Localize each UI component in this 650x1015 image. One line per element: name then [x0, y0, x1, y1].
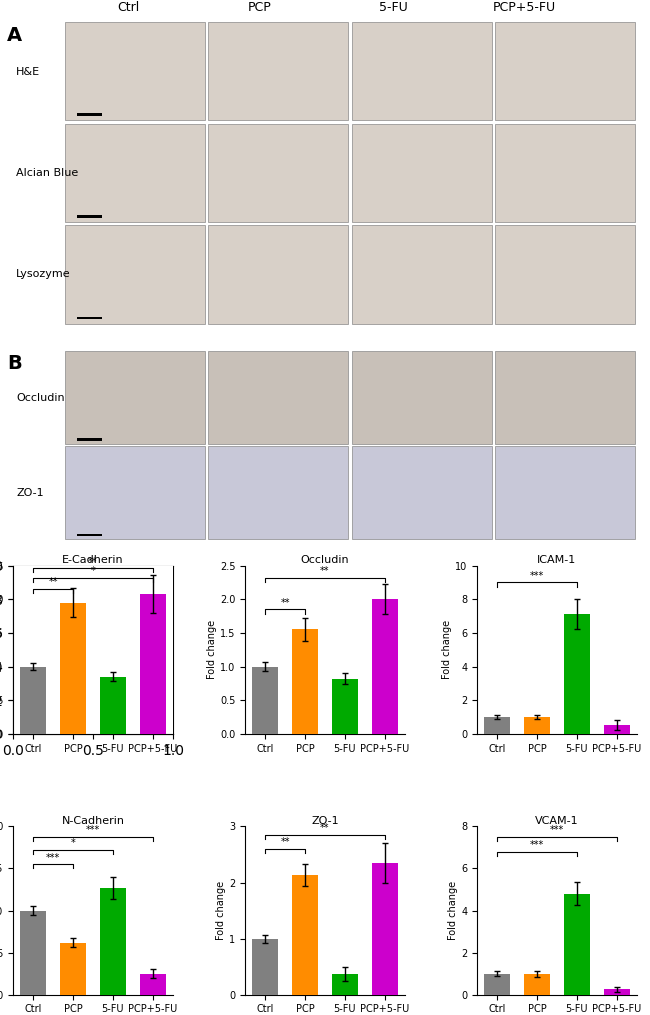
FancyBboxPatch shape: [495, 225, 635, 324]
Bar: [604, 990, 630, 995]
Bar: [20, 910, 46, 995]
Bar: [140, 594, 166, 734]
FancyBboxPatch shape: [65, 124, 205, 222]
Text: B: B: [6, 354, 21, 373]
Bar: [77, 215, 102, 217]
Bar: [77, 438, 102, 441]
FancyBboxPatch shape: [208, 225, 348, 324]
Bar: [292, 629, 318, 734]
Text: *: *: [71, 838, 75, 849]
Bar: [484, 973, 510, 995]
Title: VCAM-1: VCAM-1: [535, 816, 578, 825]
Text: **: **: [48, 578, 58, 588]
Y-axis label: Fold change: Fold change: [207, 620, 217, 679]
Bar: [252, 667, 278, 734]
FancyBboxPatch shape: [65, 225, 205, 324]
Text: **: **: [320, 566, 330, 576]
Bar: [60, 943, 86, 995]
Text: PCP+5-FU: PCP+5-FU: [493, 1, 556, 14]
Text: **: **: [280, 837, 290, 848]
Bar: [252, 939, 278, 995]
FancyBboxPatch shape: [208, 124, 348, 222]
Bar: [484, 717, 510, 734]
Bar: [332, 974, 358, 995]
Y-axis label: Fold change: Fold change: [442, 620, 452, 679]
Y-axis label: Fold change: Fold change: [448, 881, 458, 940]
Text: A: A: [6, 26, 22, 46]
Bar: [292, 875, 318, 995]
FancyBboxPatch shape: [65, 351, 205, 444]
Text: ***: ***: [46, 853, 60, 863]
FancyBboxPatch shape: [352, 351, 491, 444]
Y-axis label: Fold change: Fold change: [216, 881, 226, 940]
Title: Occludin: Occludin: [301, 555, 349, 564]
Bar: [100, 888, 126, 995]
Bar: [524, 973, 550, 995]
FancyBboxPatch shape: [208, 447, 348, 539]
Bar: [77, 317, 102, 320]
FancyBboxPatch shape: [352, 225, 491, 324]
Text: Lysozyme: Lysozyme: [16, 269, 71, 278]
Bar: [564, 894, 590, 995]
Title: E-Cadherin: E-Cadherin: [62, 555, 124, 564]
FancyBboxPatch shape: [495, 447, 635, 539]
Bar: [140, 973, 166, 995]
Bar: [77, 114, 102, 116]
Text: **: **: [320, 823, 330, 833]
Bar: [604, 726, 630, 734]
Text: ***: ***: [530, 570, 544, 581]
Bar: [564, 614, 590, 734]
Text: **: **: [280, 598, 290, 608]
FancyBboxPatch shape: [65, 447, 205, 539]
Text: Ctrl: Ctrl: [117, 1, 140, 14]
Bar: [60, 603, 86, 734]
Bar: [372, 599, 398, 734]
Bar: [100, 677, 126, 734]
FancyBboxPatch shape: [208, 351, 348, 444]
Text: ***: ***: [530, 840, 544, 850]
Text: ***: ***: [86, 825, 100, 834]
Title: ZO-1: ZO-1: [311, 816, 339, 825]
Text: H&E: H&E: [16, 67, 40, 77]
Bar: [77, 534, 102, 536]
Text: 5-FU: 5-FU: [379, 1, 408, 14]
Text: ***: ***: [550, 825, 564, 835]
FancyBboxPatch shape: [352, 22, 491, 121]
FancyBboxPatch shape: [352, 124, 491, 222]
Title: N-Cadherin: N-Cadherin: [62, 816, 125, 825]
Bar: [372, 863, 398, 995]
Title: ICAM-1: ICAM-1: [538, 555, 577, 564]
FancyBboxPatch shape: [208, 22, 348, 121]
Bar: [332, 679, 358, 734]
Text: PCP: PCP: [248, 1, 271, 14]
Bar: [524, 717, 550, 734]
Text: *: *: [90, 566, 96, 576]
Text: Alcian Blue: Alcian Blue: [16, 167, 79, 178]
FancyBboxPatch shape: [495, 22, 635, 121]
FancyBboxPatch shape: [65, 22, 205, 121]
Text: **: **: [88, 556, 98, 566]
Text: ZO-1: ZO-1: [16, 488, 44, 498]
Text: Occludin: Occludin: [16, 393, 65, 403]
FancyBboxPatch shape: [495, 351, 635, 444]
FancyBboxPatch shape: [495, 124, 635, 222]
Bar: [20, 667, 46, 734]
FancyBboxPatch shape: [352, 447, 491, 539]
